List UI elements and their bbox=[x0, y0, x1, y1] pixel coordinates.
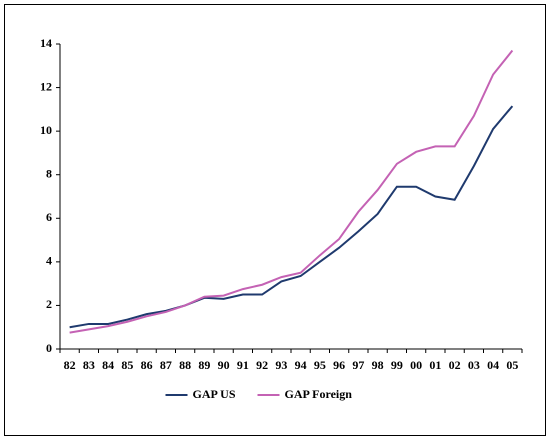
x-tick-label: 05 bbox=[506, 358, 518, 372]
x-tick-label: 91 bbox=[237, 358, 249, 372]
x-tick-label: 98 bbox=[372, 358, 384, 372]
x-tick-label: 85 bbox=[121, 358, 133, 372]
x-tick-label: 04 bbox=[487, 358, 499, 372]
x-tick-label: 83 bbox=[83, 358, 95, 372]
x-tick-label: 84 bbox=[102, 358, 114, 372]
series-line bbox=[69, 49, 514, 334]
x-tick-label: 96 bbox=[333, 358, 345, 372]
x-tick-label: 97 bbox=[352, 358, 364, 372]
y-tick-label: 10 bbox=[40, 123, 52, 137]
y-tick-label: 2 bbox=[46, 297, 52, 311]
y-tick-label: 8 bbox=[46, 166, 52, 180]
x-tick-label: 00 bbox=[410, 358, 422, 372]
y-tick-label: 14 bbox=[40, 36, 52, 50]
y-tick-label: 6 bbox=[46, 210, 52, 224]
y-tick-label: 0 bbox=[46, 341, 52, 355]
legend-label: GAP US bbox=[193, 387, 236, 401]
x-tick-label: 94 bbox=[295, 358, 307, 372]
x-tick-label: 95 bbox=[314, 358, 326, 372]
x-tick-label: 86 bbox=[141, 358, 153, 372]
y-tick-label: 4 bbox=[46, 254, 52, 268]
x-tick-label: 99 bbox=[391, 358, 403, 372]
x-tick-label: 92 bbox=[256, 358, 268, 372]
x-tick-label: 90 bbox=[218, 358, 230, 372]
legend-label: GAP Foreign bbox=[285, 387, 353, 401]
series-line bbox=[69, 105, 514, 329]
x-tick-label: 01 bbox=[429, 358, 441, 372]
x-tick-label: 03 bbox=[468, 358, 480, 372]
x-tick-label: 87 bbox=[160, 358, 172, 372]
x-tick-label: 88 bbox=[179, 358, 191, 372]
x-tick-label: 89 bbox=[198, 358, 210, 372]
chart-border bbox=[4, 4, 546, 436]
x-tick-label: 82 bbox=[64, 358, 76, 372]
y-tick-label: 12 bbox=[40, 79, 52, 93]
x-tick-label: 02 bbox=[449, 358, 461, 372]
x-tick-label: 93 bbox=[275, 358, 287, 372]
